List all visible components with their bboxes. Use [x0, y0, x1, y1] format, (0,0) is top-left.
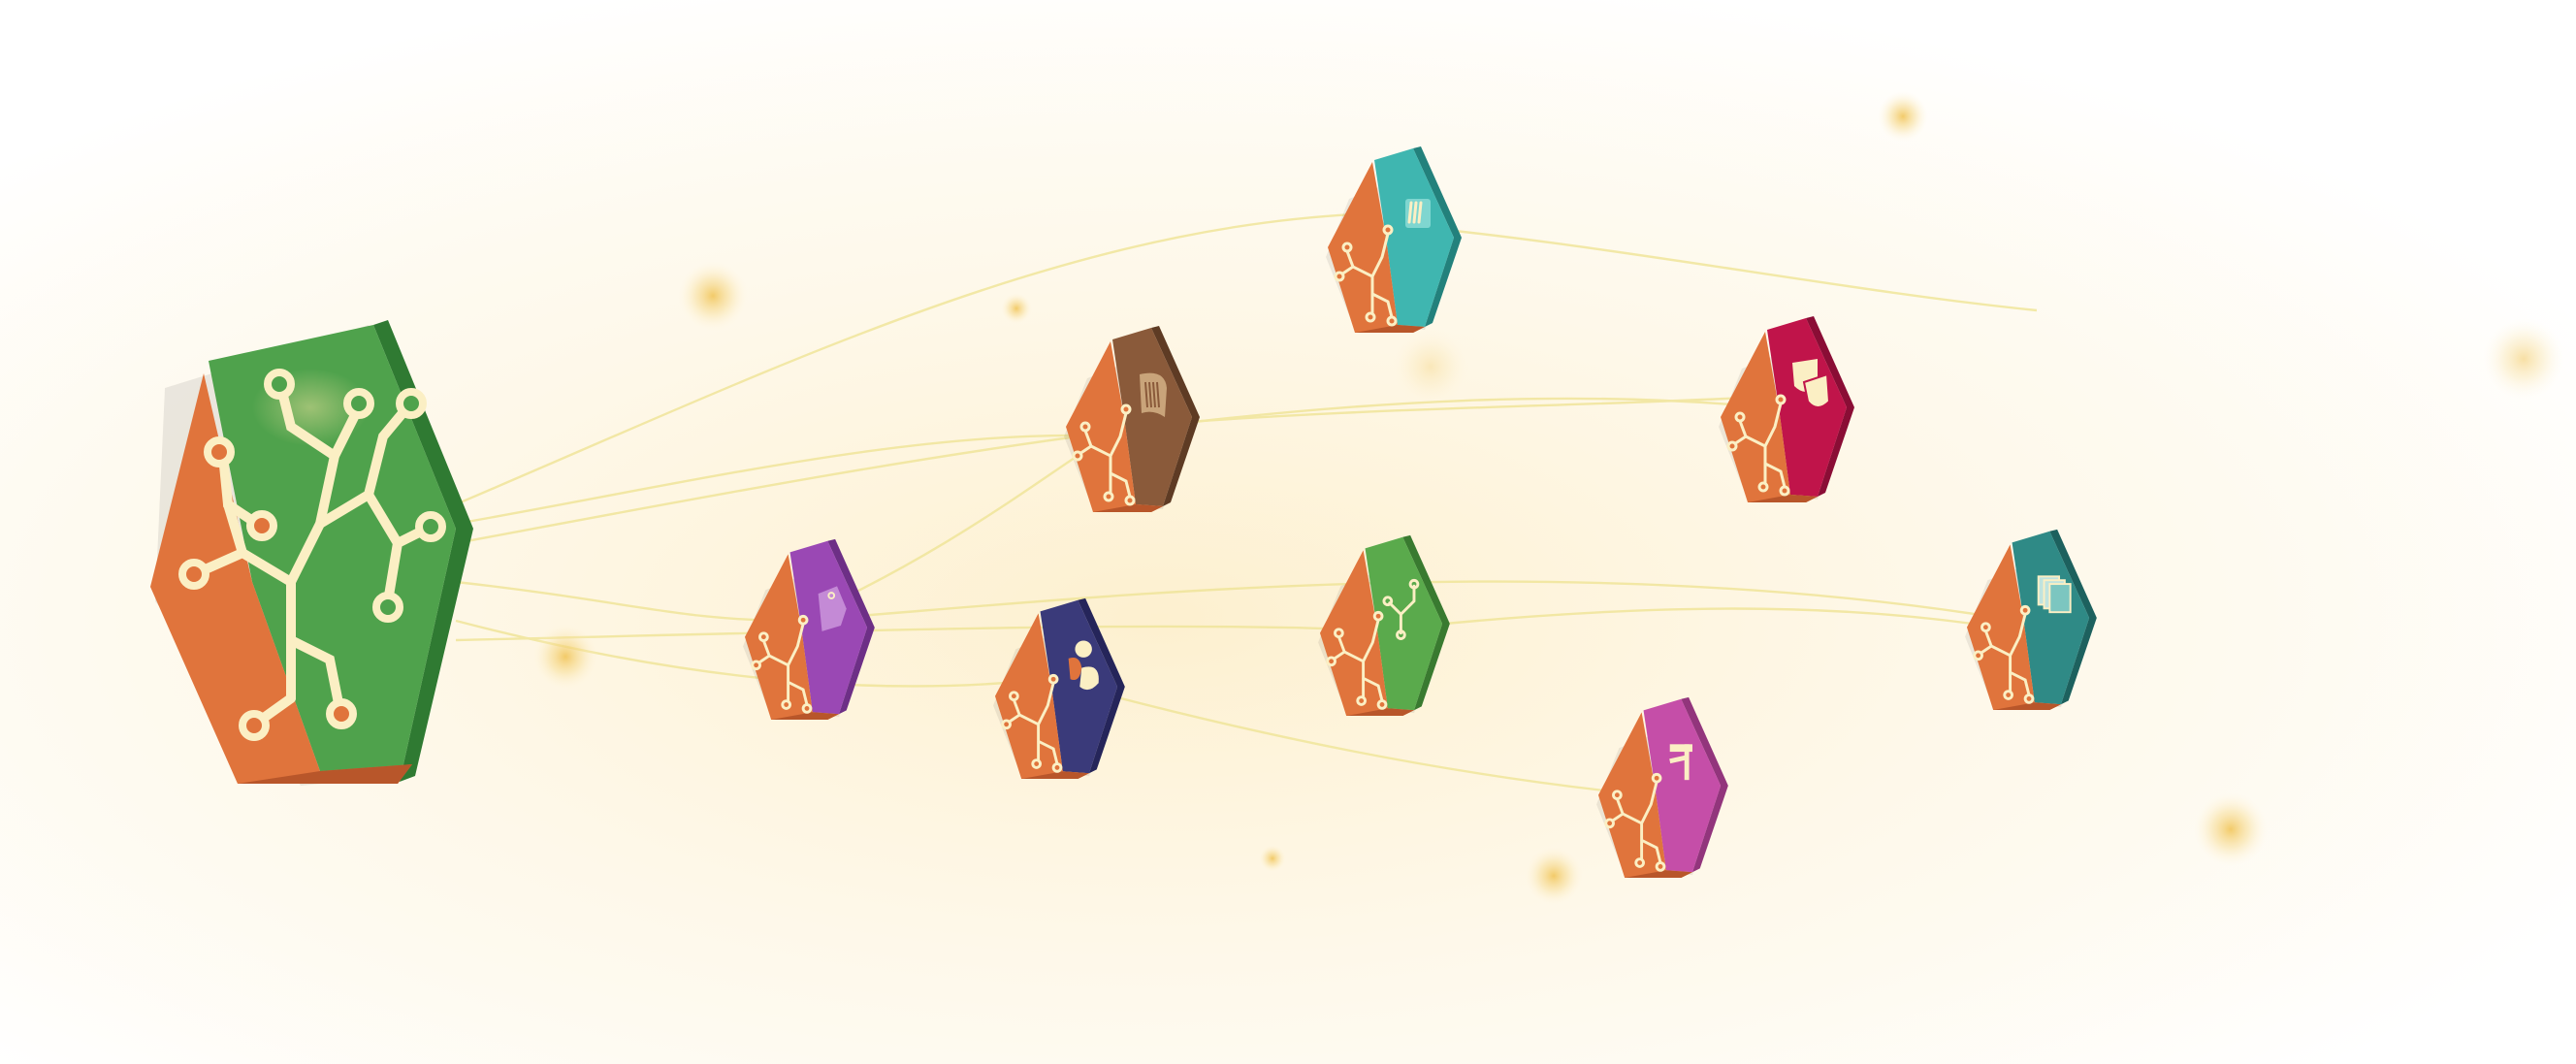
hub-orange-face [150, 373, 412, 784]
tile-purple-tag [743, 538, 875, 721]
tile-side-face [827, 538, 875, 715]
tile-orange-face [1721, 332, 1818, 502]
tile-side-face [1681, 696, 1728, 873]
tile-crimson-masks [1719, 316, 1854, 502]
tile-color-face [1040, 599, 1118, 774]
list-icon [1405, 199, 1431, 228]
tile-brown-document [1064, 326, 1200, 512]
tile-orange-face [1597, 712, 1692, 879]
tile-orange-face [1066, 341, 1163, 512]
tile-color-face [1374, 148, 1454, 327]
tile-side-face [1402, 534, 1450, 711]
mini-circuit-icon [751, 614, 813, 714]
tile-teal-list [1326, 146, 1462, 333]
mini-circuit-icon [1001, 673, 1063, 773]
mini-circuit-icon [1326, 610, 1388, 710]
tile-orange-face [994, 613, 1089, 780]
hub-green-face [209, 325, 456, 782]
document-icon [1140, 372, 1167, 417]
tile-color-face [1112, 328, 1192, 506]
tile-teal-pages [1965, 529, 2097, 711]
mini-circuit-icon [1973, 604, 2035, 704]
tile-magenta-music [1596, 696, 1728, 879]
mini-circuit-icon [1334, 224, 1398, 327]
theater-masks-icon [1792, 359, 1831, 408]
music-note-icon [1669, 744, 1692, 781]
tile-side-face [1413, 146, 1462, 327]
hub-hexagon [150, 320, 473, 786]
tile-color-face [1767, 318, 1847, 497]
tile-green-branch [1318, 534, 1450, 717]
mini-circuit-icon [1072, 403, 1136, 506]
tile-color-face [2012, 531, 2090, 705]
circuit-tree-icon [194, 383, 432, 727]
tile-orange-face [744, 554, 839, 721]
people-icon [1068, 640, 1099, 691]
light-orbs [532, 91, 2564, 905]
tile-orange-face [1319, 550, 1414, 717]
module-tiles [743, 146, 2097, 879]
tile-side-face [1151, 326, 1200, 506]
tile-side-face [1806, 316, 1854, 497]
tile-side-face [2049, 529, 2097, 705]
tile-color-face [1643, 698, 1722, 873]
tile-orange-face [1328, 162, 1425, 333]
tile-indigo-people [993, 597, 1125, 780]
tile-side-face [1078, 597, 1125, 774]
stacked-pages-icon [2037, 575, 2072, 614]
mini-circuit-icon [1726, 394, 1790, 497]
tile-color-face [1365, 536, 1443, 711]
mini-circuit-icon [1604, 772, 1666, 872]
branch-icon [1382, 578, 1420, 640]
circuit-nodes [178, 369, 446, 741]
price-tag-icon [818, 586, 847, 631]
tile-orange-face [1966, 544, 2061, 711]
